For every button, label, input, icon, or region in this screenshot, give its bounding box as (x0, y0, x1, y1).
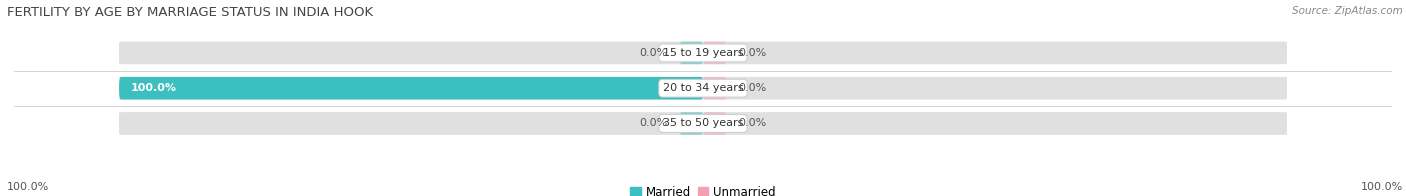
Text: 0.0%: 0.0% (640, 48, 668, 58)
FancyBboxPatch shape (120, 77, 703, 99)
FancyBboxPatch shape (703, 77, 727, 100)
FancyBboxPatch shape (679, 112, 703, 135)
Text: 20 to 34 years: 20 to 34 years (662, 83, 744, 93)
FancyBboxPatch shape (120, 112, 1286, 135)
Text: 0.0%: 0.0% (640, 118, 668, 129)
FancyBboxPatch shape (703, 112, 727, 135)
Text: 100.0%: 100.0% (1361, 182, 1403, 192)
FancyBboxPatch shape (703, 42, 1286, 64)
Text: 0.0%: 0.0% (738, 83, 766, 93)
Text: 0.0%: 0.0% (738, 48, 766, 58)
FancyBboxPatch shape (120, 42, 703, 64)
Text: 15 to 19 years: 15 to 19 years (662, 48, 744, 58)
Text: 100.0%: 100.0% (131, 83, 177, 93)
Text: Source: ZipAtlas.com: Source: ZipAtlas.com (1292, 6, 1403, 16)
FancyBboxPatch shape (120, 77, 1286, 100)
FancyBboxPatch shape (703, 113, 1286, 134)
Text: 35 to 50 years: 35 to 50 years (662, 118, 744, 129)
FancyBboxPatch shape (120, 113, 703, 134)
FancyBboxPatch shape (120, 77, 703, 100)
Legend: Married, Unmarried: Married, Unmarried (626, 181, 780, 196)
Text: FERTILITY BY AGE BY MARRIAGE STATUS IN INDIA HOOK: FERTILITY BY AGE BY MARRIAGE STATUS IN I… (7, 6, 373, 19)
Text: 100.0%: 100.0% (7, 182, 49, 192)
FancyBboxPatch shape (679, 42, 703, 64)
FancyBboxPatch shape (120, 42, 1286, 64)
Text: 0.0%: 0.0% (738, 118, 766, 129)
FancyBboxPatch shape (703, 77, 1286, 99)
FancyBboxPatch shape (703, 42, 727, 64)
